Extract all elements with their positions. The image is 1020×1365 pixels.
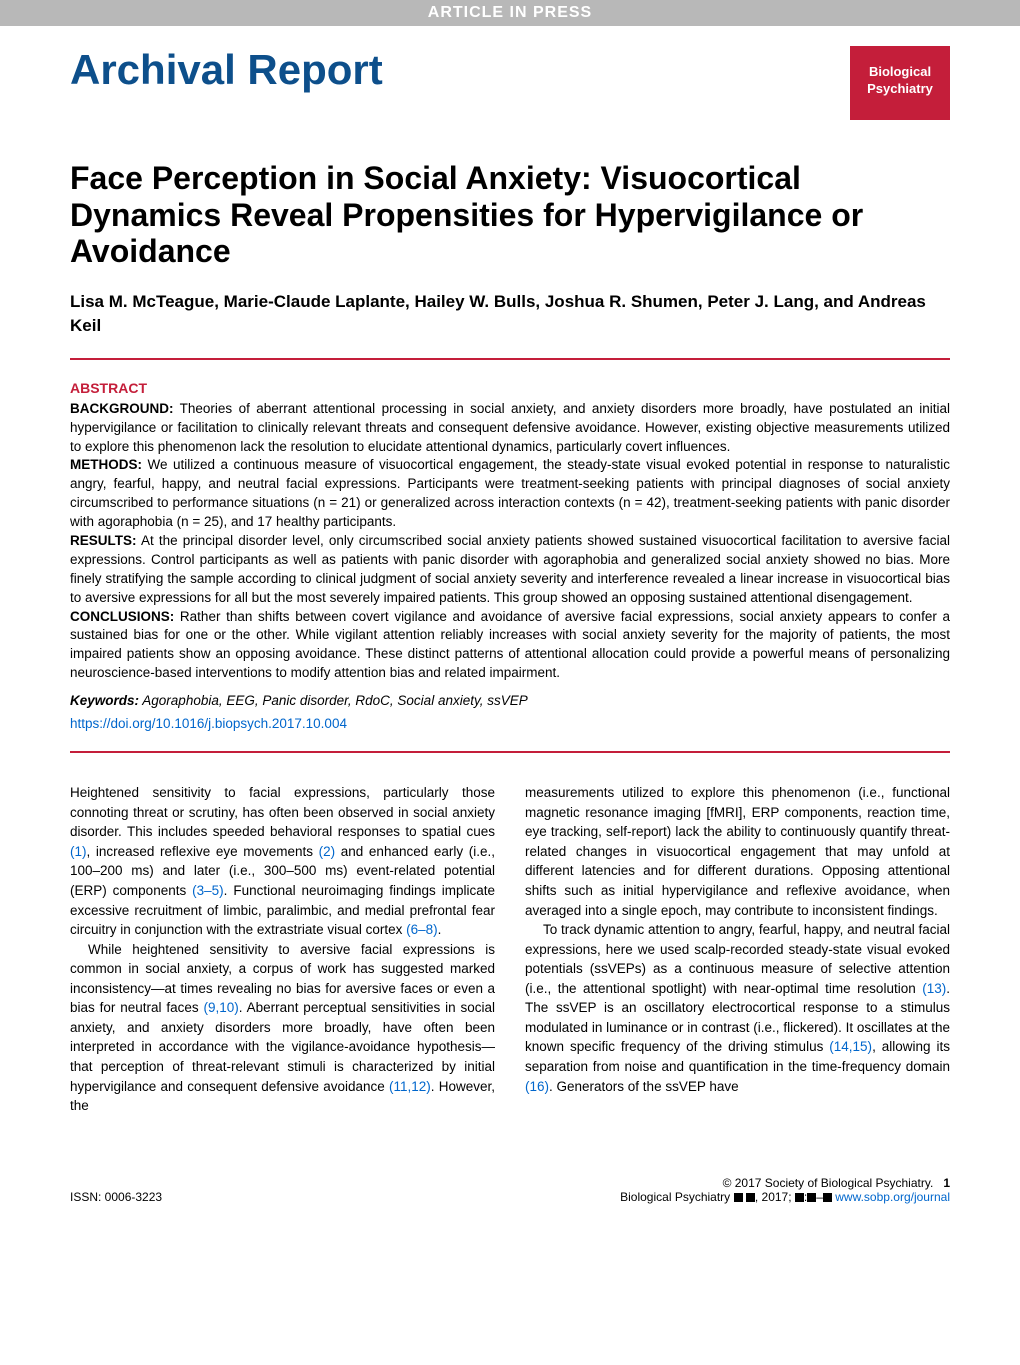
section-title: Archival Report bbox=[70, 46, 383, 94]
conclusions-label: CONCLUSIONS: bbox=[70, 609, 174, 624]
authors: Lisa M. McTeague, Marie-Claude Laplante,… bbox=[70, 290, 950, 338]
conclusions-text: Rather than shifts between covert vigila… bbox=[70, 609, 950, 681]
article-title: Face Perception in Social Anxiety: Visuo… bbox=[70, 160, 950, 270]
results-label: RESULTS: bbox=[70, 533, 137, 548]
footer-right: © 2017 Society of Biological Psychiatry.… bbox=[620, 1176, 950, 1204]
badge-line1: Biological bbox=[864, 64, 936, 81]
placeholder-icon bbox=[746, 1193, 755, 1202]
journal-link[interactable]: www.sobp.org/journal bbox=[835, 1190, 950, 1204]
col2-para2: To track dynamic attention to angry, fea… bbox=[525, 920, 950, 1096]
column-left: Heightened sensitivity to facial express… bbox=[70, 783, 495, 1116]
placeholder-icon bbox=[823, 1193, 832, 1202]
abstract-text: BACKGROUND: Theories of aberrant attenti… bbox=[70, 400, 950, 683]
background-text: Theories of aberrant attentional process… bbox=[70, 401, 950, 454]
ref-16[interactable]: (16) bbox=[525, 1079, 549, 1094]
abstract-heading: ABSTRACT bbox=[70, 380, 950, 396]
citation-a: Biological Psychiatry bbox=[620, 1190, 733, 1204]
abstract-block: ABSTRACT BACKGROUND: Theories of aberran… bbox=[70, 372, 950, 739]
doi-link[interactable]: https://doi.org/10.1016/j.biopsych.2017.… bbox=[70, 716, 347, 731]
footer-left: ISSN: 0006-3223 bbox=[70, 1176, 162, 1204]
results-text: At the principal disorder level, only ci… bbox=[70, 533, 950, 605]
divider-bottom bbox=[70, 751, 950, 753]
methods-label: METHODS: bbox=[70, 457, 142, 472]
copyright: © 2017 Society of Biological Psychiatry. bbox=[723, 1176, 934, 1190]
col1-para1: Heightened sensitivity to facial express… bbox=[70, 783, 495, 940]
col1-para2: While heightened sensitivity to aversive… bbox=[70, 940, 495, 1116]
header-row: Archival Report Biological Psychiatry bbox=[0, 26, 1020, 130]
citation-b: , 2017; bbox=[755, 1190, 795, 1204]
ref-3-5[interactable]: (3–5) bbox=[192, 883, 224, 898]
placeholder-icon bbox=[807, 1193, 816, 1202]
keywords-label: Keywords: bbox=[70, 693, 139, 708]
body-text: Heightened sensitivity to facial express… bbox=[70, 783, 950, 1116]
column-right: measurements utilized to explore this ph… bbox=[525, 783, 950, 1116]
keywords-text: Agoraphobia, EEG, Panic disorder, RdoC, … bbox=[142, 693, 527, 708]
methods-text: We utilized a continuous measure of visu… bbox=[70, 457, 950, 529]
citation-d: – bbox=[816, 1190, 823, 1204]
ref-14-15[interactable]: (14,15) bbox=[829, 1039, 872, 1054]
journal-badge: Biological Psychiatry bbox=[850, 46, 950, 120]
keywords: Keywords: Agoraphobia, EEG, Panic disord… bbox=[70, 693, 950, 708]
ref-9-10[interactable]: (9,10) bbox=[204, 1000, 239, 1015]
col2-para1: measurements utilized to explore this ph… bbox=[525, 783, 950, 920]
divider-top bbox=[70, 358, 950, 360]
ref-2[interactable]: (2) bbox=[319, 844, 336, 859]
placeholder-icon bbox=[734, 1193, 743, 1202]
issn: ISSN: 0006-3223 bbox=[70, 1190, 162, 1204]
doi: https://doi.org/10.1016/j.biopsych.2017.… bbox=[70, 716, 950, 731]
ref-13[interactable]: (13) bbox=[922, 981, 946, 996]
page-number: 1 bbox=[943, 1176, 950, 1190]
article-content: Face Perception in Social Anxiety: Visuo… bbox=[0, 130, 1020, 1136]
placeholder-icon bbox=[795, 1193, 804, 1202]
ref-1[interactable]: (1) bbox=[70, 844, 87, 859]
in-press-banner: ARTICLE IN PRESS bbox=[0, 0, 1020, 26]
ref-6-8[interactable]: (6–8) bbox=[406, 922, 438, 937]
background-label: BACKGROUND: bbox=[70, 401, 174, 416]
ref-11-12[interactable]: (11,12) bbox=[389, 1079, 431, 1094]
footer: ISSN: 0006-3223 © 2017 Society of Biolog… bbox=[0, 1136, 1020, 1224]
badge-line2: Psychiatry bbox=[864, 81, 936, 98]
